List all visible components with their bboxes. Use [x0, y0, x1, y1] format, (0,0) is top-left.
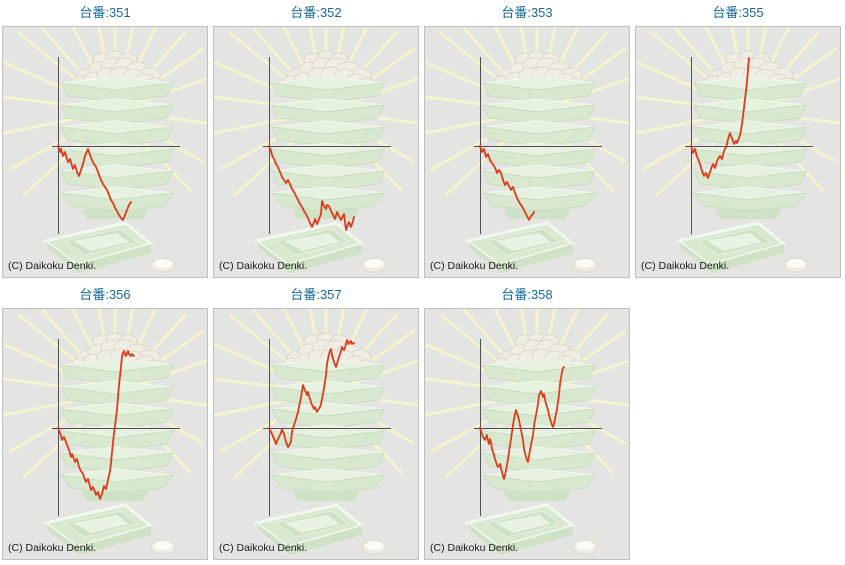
copyright-label: (C) Daikoku Denki.: [219, 260, 308, 272]
slump-line: [57, 350, 135, 500]
copyright-label: (C) Daikoku Denki.: [8, 542, 97, 554]
slump-chart-frame: (C) Daikoku Denki.: [213, 308, 419, 560]
slump-chart-frame: (C) Daikoku Denki.: [424, 26, 630, 278]
machine-panel: 台番:352 (C) Daikoku Denki.: [213, 4, 419, 278]
machine-number-title[interactable]: 台番:355: [712, 5, 764, 20]
slump-chart: [3, 27, 207, 275]
machine-panel: 台番:356 (C) Daikoku Denki.: [2, 286, 208, 560]
slump-chart: [425, 309, 629, 557]
panel-row-1: 台番:351 (C) Daikoku Denki. 台番:352: [2, 4, 845, 278]
machine-panel: 台番:357 (C) Daikoku Denki.: [213, 286, 419, 560]
slump-line: [268, 145, 355, 231]
slump-chart: [636, 27, 840, 275]
slump-chart: [214, 27, 418, 275]
machine-number-title[interactable]: 台番:352: [290, 5, 342, 20]
slump-line: [690, 57, 750, 179]
slump-chart-frame: (C) Daikoku Denki.: [635, 26, 841, 278]
machine-number-title[interactable]: 台番:358: [501, 287, 553, 302]
copyright-label: (C) Daikoku Denki.: [219, 542, 308, 554]
panel-row-2: 台番:356 (C) Daikoku Denki. 台番:357: [2, 286, 845, 560]
machine-panel: 台番:351 (C) Daikoku Denki.: [2, 4, 208, 278]
machine-panel: 台番:353 (C) Daikoku Denki.: [424, 4, 630, 278]
copyright-label: (C) Daikoku Denki.: [8, 260, 97, 272]
slump-chart: [214, 309, 418, 557]
slump-chart: [3, 309, 207, 557]
slump-line: [479, 366, 565, 480]
slump-chart-frame: (C) Daikoku Denki.: [424, 308, 630, 560]
copyright-label: (C) Daikoku Denki.: [430, 542, 519, 554]
copyright-label: (C) Daikoku Denki.: [430, 260, 519, 272]
slump-line: [268, 339, 355, 448]
machine-panel: 台番:355 (C) Daikoku Denki.: [635, 4, 841, 278]
slump-chart-frame: (C) Daikoku Denki.: [2, 26, 208, 278]
slump-chart-frame: (C) Daikoku Denki.: [2, 308, 208, 560]
slump-chart: [425, 27, 629, 275]
machine-number-title[interactable]: 台番:356: [79, 287, 131, 302]
machine-number-title[interactable]: 台番:353: [501, 5, 553, 20]
slump-line: [479, 145, 535, 221]
machine-panel: 台番:358 (C) Daikoku Denki.: [424, 286, 630, 560]
copyright-label: (C) Daikoku Denki.: [641, 260, 730, 272]
slump-line: [57, 145, 132, 221]
machine-number-title[interactable]: 台番:351: [79, 5, 131, 20]
slump-chart-frame: (C) Daikoku Denki.: [213, 26, 419, 278]
machine-number-title[interactable]: 台番:357: [290, 287, 342, 302]
